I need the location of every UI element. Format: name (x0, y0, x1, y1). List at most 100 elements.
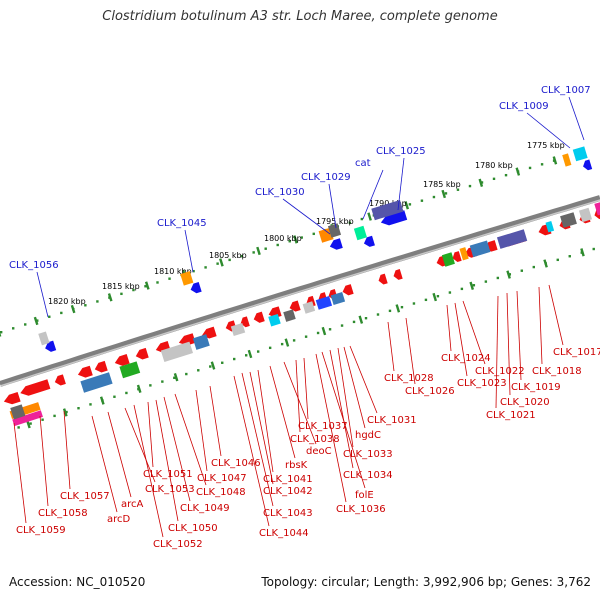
leader-line (405, 317, 416, 385)
gene-feature-block (230, 322, 246, 337)
leader-line (397, 157, 405, 211)
tick-dot (532, 265, 535, 269)
major-tick (515, 167, 521, 176)
gene-feature-block (268, 313, 281, 327)
tick-dot (209, 365, 212, 368)
major-tick (404, 201, 410, 210)
inner-tick-row (17, 247, 595, 429)
gene-label: arcA (121, 499, 144, 510)
gene-feature-block (560, 212, 577, 228)
gene-label: arcD (107, 514, 131, 525)
leader-line (39, 415, 49, 507)
major-tick (552, 156, 558, 165)
leader-line (295, 359, 301, 433)
gene-label: CLK_1052 (153, 539, 203, 550)
forward-gene-arrow (240, 316, 250, 328)
major-tick (107, 293, 113, 302)
gene-label: CLK_1026 (405, 386, 455, 397)
gene-label: CLK_1033 (343, 449, 393, 460)
tick-dot (132, 288, 135, 292)
major-tick (395, 304, 401, 313)
tick-dot (192, 269, 195, 273)
gene-label: CLK_1007 (541, 85, 591, 96)
reverse-gene-arrow (583, 159, 593, 171)
gene-feature-block (38, 331, 50, 346)
major-ticks (0, 156, 585, 429)
gene-label: deoC (306, 446, 332, 457)
leader-line (241, 372, 274, 507)
genome-title: Clostridium botulinum A3 str. Loch Maree… (102, 9, 498, 24)
tick-dot (144, 285, 147, 288)
gene-label: CLK_1009 (499, 101, 549, 112)
gene-label: CLK_1047 (197, 473, 247, 484)
gene-feature-block (10, 404, 26, 420)
leader-line (283, 361, 317, 445)
tick-dot (364, 317, 368, 320)
leader-line (282, 198, 331, 235)
leader-line (495, 295, 499, 409)
tick-dot (360, 217, 364, 221)
gene-label: CLK_1022 (475, 366, 525, 377)
tick-dot (280, 342, 284, 346)
tick-dot (84, 304, 87, 307)
gene-feature-block (371, 199, 404, 221)
major-tick (469, 281, 475, 290)
leader-line (337, 347, 354, 448)
leader-line (446, 304, 452, 352)
gene-label: folE (355, 490, 374, 501)
major-tick (99, 396, 105, 405)
gene-label: CLK_1057 (60, 491, 110, 502)
tick-dot (197, 369, 200, 372)
tick-dot (77, 407, 80, 410)
tick-dot (432, 195, 436, 199)
leader-line (174, 393, 207, 486)
gene-label: CLK_1031 (367, 415, 417, 426)
tick-dot (468, 184, 472, 188)
gene-label: CLK_1023 (457, 378, 507, 389)
forward-gene-arrow (268, 306, 282, 318)
tick-dot (288, 240, 291, 243)
gene-feature-block (469, 240, 491, 258)
gene-label: CLK_1036 (336, 504, 386, 515)
tick-dot (304, 335, 308, 338)
gene-label: CLK_1037 (298, 421, 348, 432)
tick-dot (89, 403, 92, 406)
gene-feature-block (327, 223, 342, 238)
forward-gene-arrow (54, 374, 66, 386)
gene-label: CLK_1038 (290, 434, 340, 445)
tick-dot (48, 315, 51, 318)
gene-label: CLK_1025 (376, 146, 426, 157)
major-tick (136, 384, 142, 393)
gene-label: CLK_1034 (343, 470, 393, 481)
tick-dot (173, 376, 176, 380)
leader-line (506, 292, 511, 396)
major-tick (321, 326, 327, 336)
leader-line (329, 349, 354, 469)
tick-dot (348, 221, 352, 224)
gene-label: CLK_1059 (16, 525, 66, 536)
scale-label: 1815 kbp (102, 282, 140, 291)
gene-label: CLK_1051 (143, 469, 193, 480)
major-tick (432, 292, 438, 302)
gene-label: CLK_1046 (211, 458, 261, 469)
major-tick (256, 246, 261, 256)
forward-gene-arrow (3, 391, 21, 405)
major-tick (33, 316, 39, 326)
scale-label: 1790 kbp (369, 199, 407, 208)
tick-dot (400, 305, 404, 309)
tick-dot (508, 273, 512, 276)
gene-feature-block (315, 296, 333, 310)
forward-gene-arrow (20, 379, 51, 396)
gene-feature-block (302, 301, 316, 314)
tick-dot (340, 324, 344, 327)
leader-line (538, 286, 543, 365)
tick-dot (376, 313, 380, 316)
topology-text: Topology: circular; Length: 3,992,906 bp… (261, 575, 591, 589)
major-tick (26, 420, 31, 429)
tick-dot (460, 287, 464, 291)
gene-label: CLK_1058 (38, 508, 88, 519)
major-tick (70, 304, 76, 314)
tick-dot (65, 410, 68, 414)
leader-line (249, 371, 274, 485)
